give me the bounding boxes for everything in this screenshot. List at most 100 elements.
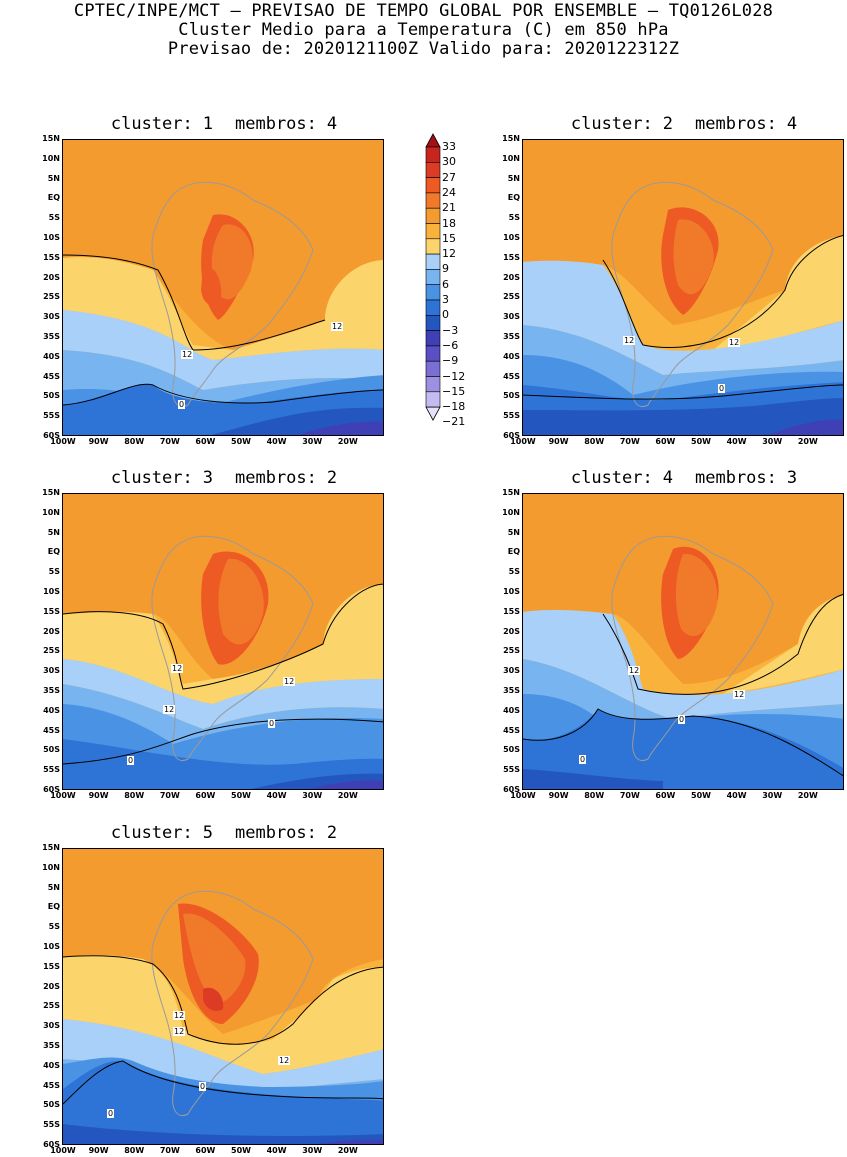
panel-title: cluster: 5 membros: 2	[64, 824, 384, 842]
contour-line	[63, 955, 383, 1045]
latitude-tick: 10S	[43, 233, 60, 242]
legend-label: −15	[442, 384, 466, 398]
temperature-band	[768, 419, 843, 435]
latitude-tick: 5N	[47, 527, 60, 537]
latitude-tick: 45S	[503, 725, 520, 735]
latitude-tick: EQ	[47, 547, 60, 557]
title-cluster-label: cluster:	[110, 114, 193, 134]
legend-top-arrow	[425, 133, 441, 148]
legend-label: −12	[442, 369, 466, 383]
latitude-tick: 5N	[507, 173, 520, 183]
longitude-tick: 60W	[655, 791, 676, 800]
temperature-band	[63, 1019, 383, 1094]
header-line-2: Cluster Medio para a Temperatura (C) em …	[178, 20, 669, 40]
latitude-tick: 20S	[503, 626, 520, 636]
temperature-band	[211, 224, 253, 300]
temperature-band	[63, 310, 383, 390]
legend-label: −9	[442, 354, 459, 368]
contour-label: 12	[733, 690, 746, 699]
latitude-tick: 40S	[503, 351, 520, 361]
latitude-tick: 5S	[508, 213, 520, 223]
latitude-tick: 55S	[43, 765, 60, 775]
continent-outline	[151, 535, 314, 761]
legend-swatch	[425, 315, 441, 331]
cluster-number: 3	[202, 468, 213, 488]
legend-swatch	[425, 253, 441, 270]
temperature-band	[523, 609, 843, 719]
legend-label: 24	[442, 185, 456, 199]
longitude-tick: 80W	[124, 1146, 145, 1155]
members-count: 2	[326, 468, 338, 488]
longitude-tick: 20W	[797, 791, 818, 800]
temperature-map-5: 12 12 12 0 0	[62, 848, 384, 1145]
longitude-tick: 20W	[797, 437, 818, 446]
color-scale-legend: 33 30 27 24 21 18 15 12 9 6 3 0 −3 −6 −9 −12 −15 −18 −21	[424, 133, 465, 447]
legend-swatch	[425, 177, 441, 194]
legend-label: −18	[442, 400, 466, 414]
legend-label: 30	[442, 155, 456, 169]
latitude-tick: 10N	[42, 862, 60, 872]
contour-label: 0	[178, 400, 186, 409]
longitude-tick: 70W	[159, 1146, 180, 1155]
longitude-tick: 40W	[726, 791, 747, 800]
latitude-tick: 55S	[503, 765, 520, 775]
contour-label: 12	[163, 705, 176, 714]
contour-line	[523, 708, 843, 777]
title-members-label: membros:	[695, 114, 777, 134]
latitude-tick: 55S	[43, 411, 60, 421]
longitude-tick: 90W	[548, 437, 569, 446]
title-cluster-label: cluster:	[570, 468, 653, 488]
longitude-tick: 30W	[762, 437, 783, 446]
contour-label: 0	[678, 715, 686, 724]
latitude-tick: 50S	[503, 391, 520, 401]
legend-label: −21	[442, 415, 466, 429]
latitude-tick: 45S	[43, 371, 60, 381]
legend-swatch	[425, 360, 441, 377]
temperature-band	[523, 769, 663, 789]
longitude-tick: 90W	[88, 437, 109, 446]
latitude-tick: 10N	[502, 507, 520, 517]
legend-label: −3	[442, 323, 459, 337]
cluster-number: 1	[202, 114, 213, 134]
temperature-band	[183, 913, 246, 1004]
temperature-band	[713, 235, 843, 350]
longitude-tick: 60W	[195, 437, 216, 446]
contour-label: 12	[173, 1027, 186, 1036]
legend-swatch	[425, 284, 441, 301]
members-count: 2	[326, 823, 338, 843]
longitude-tick: 100W	[50, 437, 76, 446]
longitude-tick: 70W	[619, 791, 640, 800]
contour-label: 12	[283, 677, 296, 686]
legend-swatch	[425, 146, 441, 163]
latitude-tick: 60S	[43, 785, 60, 794]
longitude-tick: 70W	[619, 437, 640, 446]
latitude-tick: 40S	[43, 1060, 60, 1070]
latitude-tick: 15N	[42, 488, 60, 497]
legend-label: 6	[442, 277, 449, 291]
longitude-tick: 80W	[124, 437, 145, 446]
latitude-tick: 15S	[43, 606, 60, 616]
latitude-tick: 50S	[43, 745, 60, 755]
contour-label: 12	[623, 336, 636, 345]
latitude-tick: 5N	[47, 882, 60, 892]
latitude-tick: 60S	[43, 431, 60, 440]
longitude-tick: 50W	[231, 1146, 251, 1155]
longitude-tick: 90W	[548, 791, 569, 800]
latitude-tick: 40S	[503, 705, 520, 715]
contour-label: 12	[171, 664, 184, 673]
panel-title: cluster: 1 membros: 4	[64, 115, 384, 133]
latitude-tick: 10S	[43, 587, 60, 596]
temperature-band	[523, 709, 843, 789]
contour-line	[602, 594, 843, 695]
legend-label: 27	[442, 170, 456, 184]
legend-swatch	[425, 161, 441, 178]
contour-label: 0	[107, 1109, 115, 1118]
longitude-tick: 70W	[159, 791, 180, 800]
legend-swatch	[425, 391, 441, 408]
title-cluster-label: cluster:	[110, 468, 193, 488]
longitude-tick: 90W	[88, 1146, 109, 1155]
latitude-tick: EQ	[507, 193, 520, 203]
latitude-tick: 35S	[43, 332, 60, 341]
longitude-tick: 40W	[266, 437, 287, 446]
latitude-tick: 60S	[503, 785, 520, 794]
